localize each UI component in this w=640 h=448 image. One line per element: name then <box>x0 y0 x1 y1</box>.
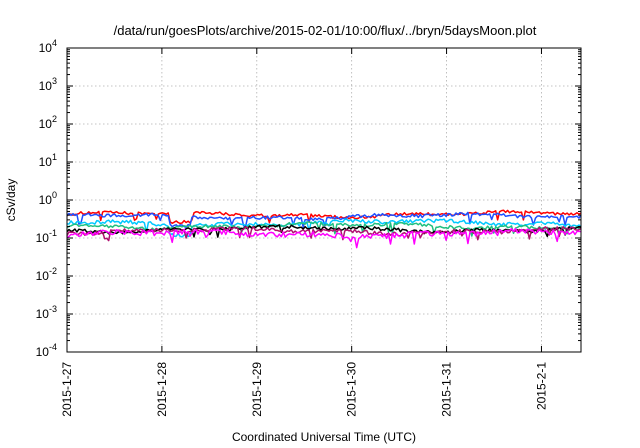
x-tick-label: 2015-1-27 <box>60 362 74 417</box>
x-tick-label: 2015-2-1 <box>534 362 548 410</box>
y-tick-label: 100 <box>39 190 57 207</box>
x-tick-label: 2015-1-28 <box>155 362 169 417</box>
x-axis-label: Coordinated Universal Time (UTC) <box>232 430 416 444</box>
y-tick-label: 10-4 <box>36 342 57 359</box>
x-tick-labels: 2015-1-27 2015-1-28 2015-1-29 2015-1-30 2015… <box>60 362 548 417</box>
axis-ticks <box>66 47 581 353</box>
series-lines <box>66 209 582 249</box>
y-tick-label: 101 <box>39 152 57 169</box>
x-tick-label: 2015-1-30 <box>345 362 359 417</box>
chart-title: /data/run/goesPlots/archive/2015-02-01/1… <box>114 23 537 38</box>
x-tick-label: 2015-1-31 <box>440 362 454 417</box>
series-line <box>66 218 582 238</box>
y-axis-label: cSv/day <box>4 179 18 222</box>
y-tick-label: 10-3 <box>36 304 57 321</box>
y-tick-label: 10-1 <box>36 228 57 245</box>
x-tick-label: 2015-1-29 <box>250 362 264 417</box>
y-tick-label: 104 <box>39 38 57 55</box>
series-line <box>66 227 582 249</box>
y-tick-label: 102 <box>39 114 57 131</box>
grid <box>67 48 581 352</box>
y-tick-labels: 10-4 10-3 10-2 10-1 100 101 102 103 104 <box>36 38 57 359</box>
y-tick-label: 103 <box>39 76 57 93</box>
y-tick-label: 10-2 <box>36 266 57 283</box>
series-line <box>66 221 582 237</box>
